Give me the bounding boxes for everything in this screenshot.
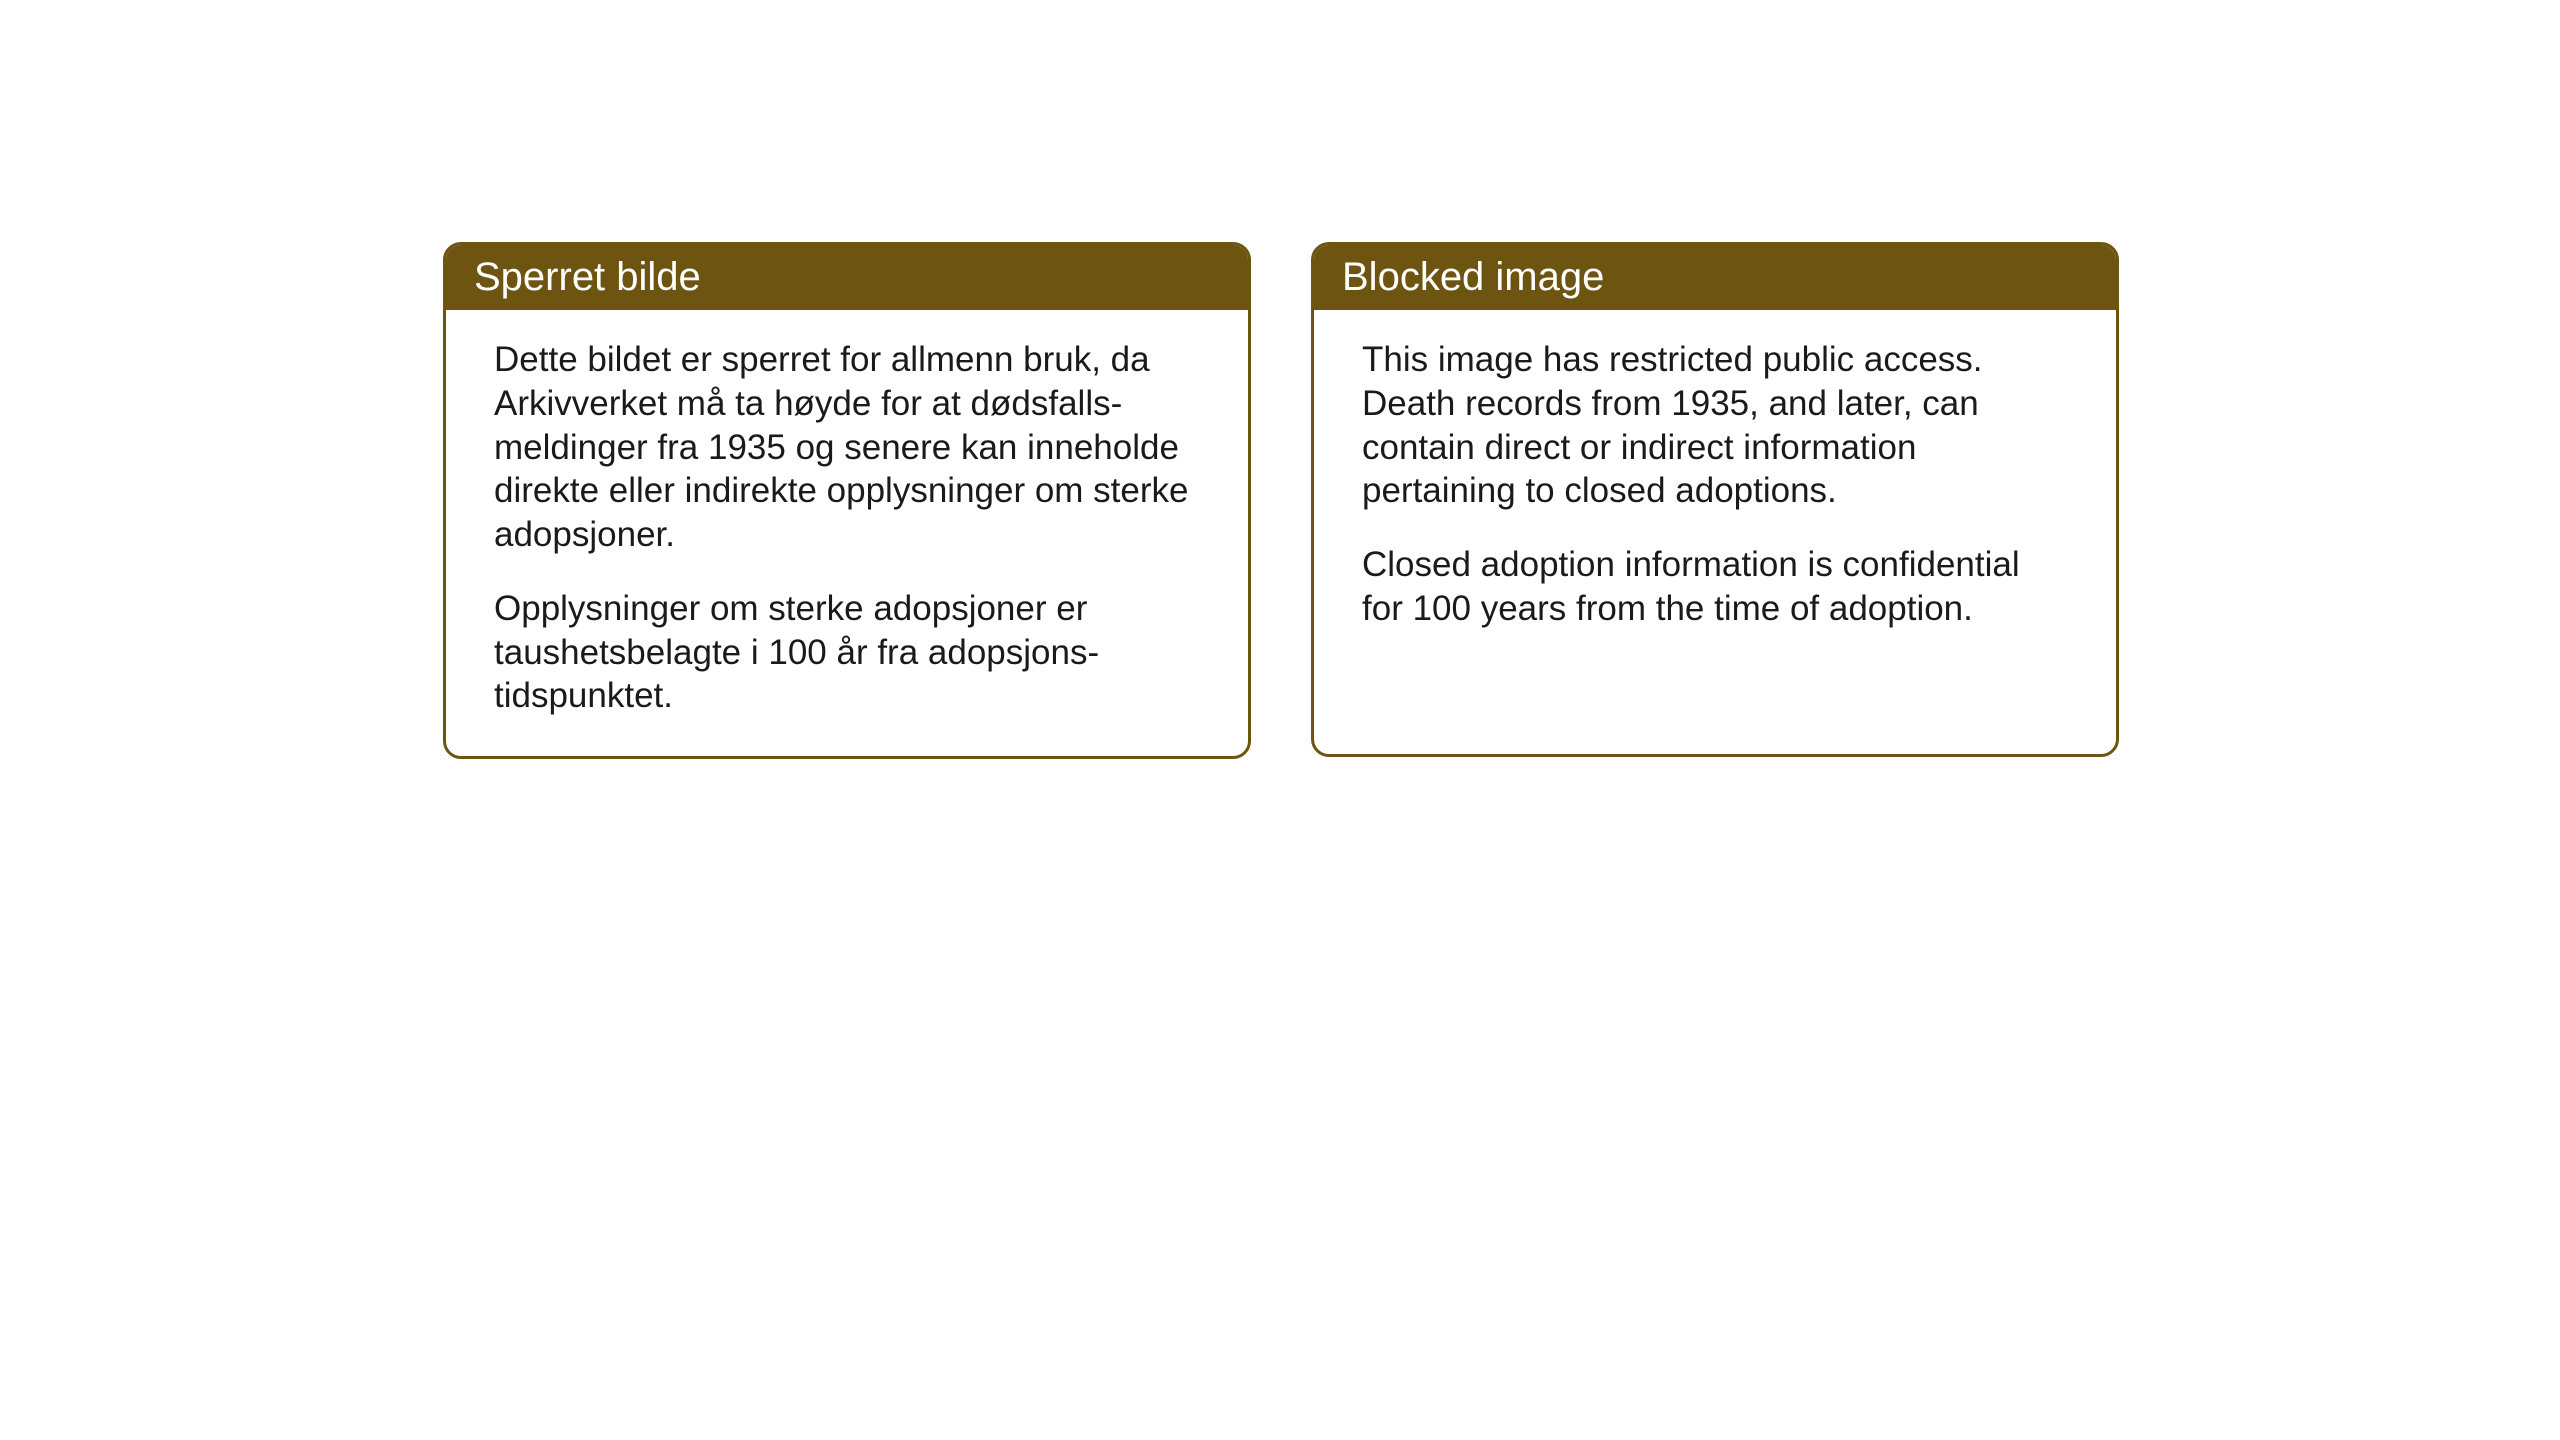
- norwegian-card-body: Dette bildet er sperret for allmenn bruk…: [446, 310, 1248, 756]
- norwegian-paragraph-2: Opplysninger om sterke adopsjoner er tau…: [494, 587, 1200, 718]
- english-card: Blocked image This image has restricted …: [1311, 242, 2119, 757]
- english-card-body: This image has restricted public access.…: [1314, 310, 2116, 669]
- english-paragraph-1: This image has restricted public access.…: [1362, 338, 2068, 513]
- norwegian-card: Sperret bilde Dette bildet er sperret fo…: [443, 242, 1251, 759]
- norwegian-paragraph-1: Dette bildet er sperret for allmenn bruk…: [494, 338, 1200, 557]
- english-paragraph-2: Closed adoption information is confident…: [1362, 543, 2068, 631]
- english-card-title: Blocked image: [1314, 245, 2116, 310]
- info-cards-container: Sperret bilde Dette bildet er sperret fo…: [443, 242, 2119, 759]
- norwegian-card-title: Sperret bilde: [446, 245, 1248, 310]
